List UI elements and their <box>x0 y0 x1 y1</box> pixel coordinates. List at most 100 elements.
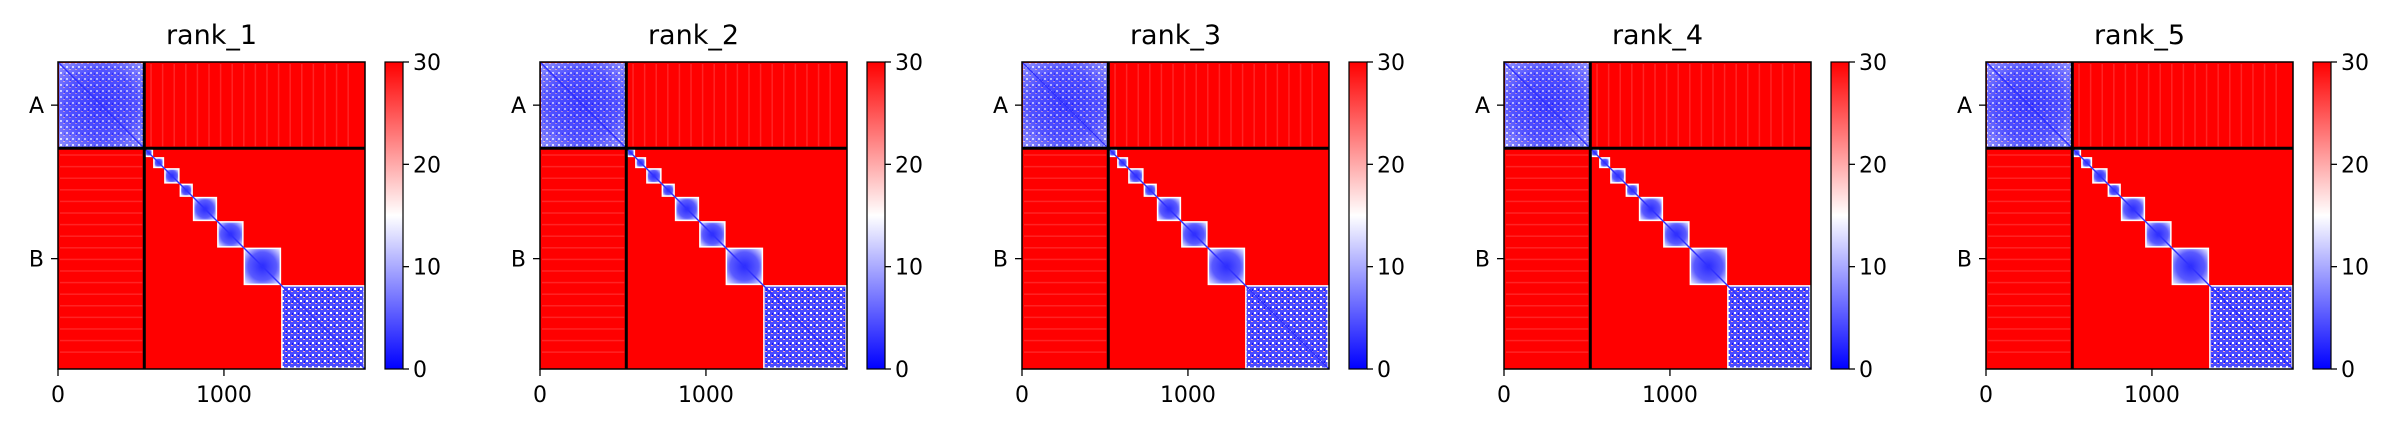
texture-stripe <box>2217 64 2219 147</box>
texture-stripe <box>1253 64 1255 147</box>
texture-stripe <box>1677 64 1679 147</box>
texture-stripe <box>1506 293 1589 295</box>
texture-stripe <box>1506 189 1589 191</box>
colorbar-tick-label: 20 <box>1377 153 1405 178</box>
texture-stripe <box>1988 339 2071 342</box>
texture-stripe <box>1619 64 1621 147</box>
colorbar-tick-label: 10 <box>1377 256 1405 281</box>
texture-stripe <box>542 212 625 214</box>
texture-stripe <box>1988 189 2071 191</box>
texture-stripe <box>1506 200 1589 203</box>
texture-stripe <box>1712 64 1714 147</box>
x-tick-label: 1000 <box>1160 383 1216 408</box>
texture-stripe <box>678 64 681 147</box>
texture-stripe <box>1288 64 1290 147</box>
texture-stripe <box>806 64 808 147</box>
texture-stripe <box>1241 64 1244 147</box>
texture-stripe <box>542 177 625 179</box>
colorbar-tick-label: 20 <box>895 153 923 178</box>
colorbar <box>384 61 404 370</box>
texture-stripe <box>219 64 222 147</box>
texture-stripe <box>196 64 199 147</box>
texture-stripe <box>60 316 143 319</box>
texture-stripe <box>2275 64 2277 147</box>
heatmap-panel-2: rank_2 A B 0 1000 0 10 20 30 <box>511 20 923 408</box>
texture-stripe <box>725 64 727 147</box>
texture-stripe <box>829 64 831 147</box>
texture-stripe <box>2101 64 2103 147</box>
texture-stripe <box>2240 64 2243 147</box>
texture-stripe <box>1506 328 1589 330</box>
y-tick-label-B: B <box>993 248 1008 273</box>
y-tick-label-B: B <box>1957 248 1972 273</box>
x-tick-label: 0 <box>51 383 65 408</box>
texture-stripe <box>1988 293 2071 295</box>
texture-stripe <box>60 293 143 295</box>
texture-stripe <box>2124 64 2127 147</box>
texture-stripe <box>1793 64 1795 147</box>
texture-stripe <box>1195 64 1197 147</box>
texture-stripe <box>1988 165 2071 168</box>
texture-stripe <box>60 165 143 168</box>
texture-stripe <box>1149 64 1151 147</box>
colorbar-tick-label: 30 <box>413 51 441 76</box>
texture-stripe <box>1747 64 1749 147</box>
texture-stripe <box>60 270 143 272</box>
texture-stripe <box>1024 316 1107 319</box>
texture-stripe <box>231 64 233 147</box>
texture-stripe <box>1988 247 2071 249</box>
texture-stripe <box>1506 281 1589 284</box>
texture-stripe <box>60 177 143 179</box>
texture-stripe <box>1988 281 2071 284</box>
colorbar-tick-label: 30 <box>895 51 923 76</box>
texture-stripe <box>542 223 625 226</box>
texture-stripe <box>2159 64 2161 147</box>
texture-stripe <box>1770 64 1772 147</box>
x-tick-label: 0 <box>1497 383 1511 408</box>
texture-stripe <box>1024 270 1107 272</box>
texture-stripe <box>60 223 143 226</box>
texture-stripe <box>60 328 143 330</box>
diagonal-line <box>1503 61 1812 370</box>
texture-stripe <box>542 305 625 307</box>
x-tick-label: 0 <box>1015 383 1029 408</box>
texture-stripe <box>60 281 143 284</box>
texture-stripe <box>2252 64 2254 147</box>
texture-stripe <box>60 339 143 342</box>
texture-stripe <box>2136 64 2138 147</box>
texture-stripe <box>161 64 164 147</box>
diagonal-line <box>1985 61 2294 370</box>
texture-stripe <box>542 316 625 319</box>
texture-stripe <box>542 293 625 295</box>
texture-stripe <box>690 64 692 147</box>
texture-stripe <box>1988 270 2071 272</box>
x-tick-label: 0 <box>533 383 547 408</box>
axes-frame <box>1021 61 1330 370</box>
texture-stripe <box>60 235 143 237</box>
texture-stripe <box>1207 64 1209 147</box>
texture-stripe <box>1988 328 2071 330</box>
texture-stripe <box>2182 64 2185 147</box>
texture-stripe <box>1024 177 1107 179</box>
texture-stripe <box>1218 64 1221 147</box>
colorbar <box>2312 61 2332 370</box>
texture-stripe <box>1276 64 1279 147</box>
texture-stripe <box>1172 64 1174 147</box>
texture-stripe <box>1988 223 2071 226</box>
panel-title: rank_1 <box>166 20 257 51</box>
colorbar-tick-label: 0 <box>1859 358 1873 383</box>
texture-stripe <box>208 64 210 147</box>
y-tick-label-A: A <box>993 94 1008 119</box>
texture-stripe <box>542 258 625 261</box>
colorbar-tick-label: 20 <box>2341 153 2369 178</box>
texture-stripe <box>1024 223 1107 226</box>
axes-frame <box>1985 61 2294 370</box>
texture-stripe <box>1506 235 1589 237</box>
texture-stripe <box>1506 316 1589 319</box>
panel-title: rank_3 <box>1130 20 1221 51</box>
texture-stripe <box>60 258 143 261</box>
texture-stripe <box>1642 64 1645 147</box>
colorbar-tick-label: 0 <box>413 358 427 383</box>
texture-stripe <box>542 270 625 272</box>
